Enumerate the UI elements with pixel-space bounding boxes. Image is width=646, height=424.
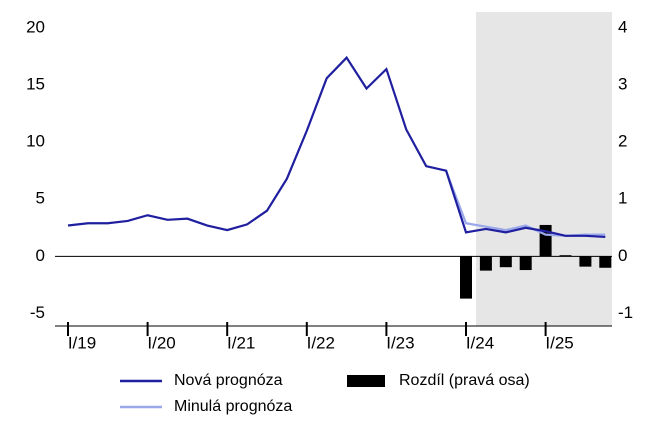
y2-tick-label: 0 <box>618 246 627 265</box>
bar <box>559 255 572 257</box>
y-tick-label: 15 <box>26 75 45 94</box>
legend-label: Minulá prognóza <box>174 398 292 415</box>
bar <box>579 256 592 267</box>
x-tick-label: I/24 <box>466 333 494 352</box>
legend-label: Rozdíl (pravá osa) <box>399 372 530 389</box>
y-tick-label: 5 <box>36 189 45 208</box>
y2-tick-label: 2 <box>618 132 627 151</box>
x-tick-label: I/22 <box>307 333 335 352</box>
x-tick-label: I/20 <box>147 333 175 352</box>
y-tick-label: 20 <box>26 17 45 36</box>
x-tick-label: I/21 <box>227 333 255 352</box>
y-tick-label: 10 <box>26 132 45 151</box>
bar <box>479 256 492 271</box>
bar <box>599 256 612 268</box>
x-tick-label: I/23 <box>386 333 414 352</box>
x-tick-label: I/19 <box>68 333 96 352</box>
legend-swatch <box>347 375 385 387</box>
bar <box>519 256 532 271</box>
y2-tick-label: 3 <box>618 75 627 94</box>
y-tick-label: 0 <box>36 246 45 265</box>
y2-tick-label: -1 <box>618 303 633 322</box>
x-tick-label: I/25 <box>545 333 573 352</box>
legend-label: Nová prognóza <box>174 372 283 389</box>
y-tick-label: -5 <box>30 303 45 322</box>
line-series <box>67 55 606 239</box>
forecast-shade <box>476 12 612 326</box>
y2-tick-label: 1 <box>618 189 627 208</box>
y2-tick-label: 4 <box>618 17 627 36</box>
bar <box>460 256 472 299</box>
bar <box>499 256 512 268</box>
